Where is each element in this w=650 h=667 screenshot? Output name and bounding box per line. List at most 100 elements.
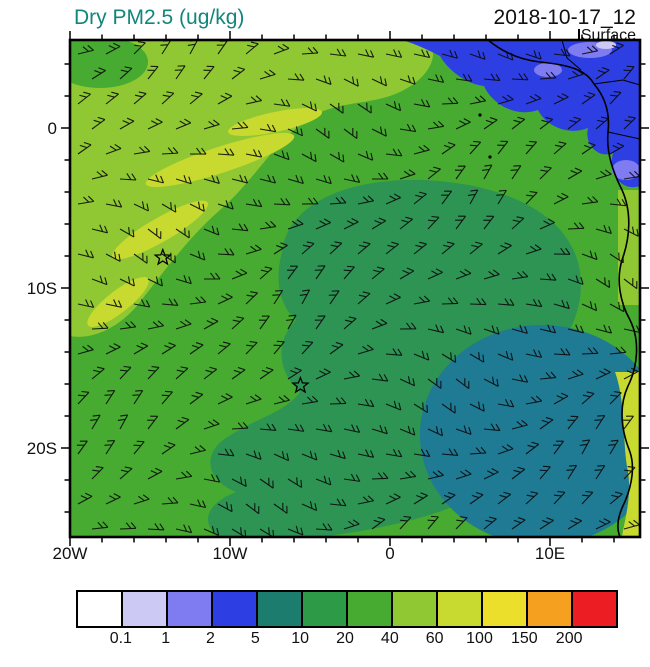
wind-barb bbox=[511, 73, 529, 81]
wind-barb bbox=[119, 66, 133, 80]
wind-barb bbox=[399, 425, 416, 436]
map-frame bbox=[68, 38, 642, 539]
wind-barb bbox=[259, 367, 274, 380]
wind-barb bbox=[413, 448, 431, 457]
wind-barb bbox=[343, 424, 361, 433]
wind-barb bbox=[161, 390, 173, 405]
wind-barb bbox=[467, 189, 479, 205]
colorbar-cell bbox=[303, 592, 348, 626]
wind-barb bbox=[525, 395, 543, 405]
colorbar-cell bbox=[123, 592, 168, 626]
wind-barb bbox=[133, 91, 147, 105]
wind-barb bbox=[259, 174, 277, 184]
wind-barb bbox=[483, 117, 498, 130]
wind-barb bbox=[455, 378, 470, 390]
wind-barb bbox=[301, 450, 318, 461]
wind-barb bbox=[91, 322, 109, 330]
wind-barb bbox=[301, 151, 317, 163]
wind-barb bbox=[245, 95, 262, 105]
wind-barb bbox=[539, 371, 557, 380]
lon-axis-label: 0 bbox=[385, 544, 394, 563]
wind-barb bbox=[147, 467, 163, 480]
colorbar-tick-label: 1 bbox=[161, 630, 171, 647]
wind-barb bbox=[315, 368, 331, 380]
wind-barb bbox=[203, 119, 220, 130]
wind-barb bbox=[343, 316, 357, 330]
wind-barb bbox=[413, 295, 431, 305]
wind-barb bbox=[595, 518, 611, 530]
wind-barb bbox=[455, 118, 471, 130]
wind-barb bbox=[147, 320, 165, 330]
wind-barb bbox=[595, 368, 611, 380]
wind-barb bbox=[427, 426, 444, 437]
wind-barb bbox=[315, 127, 330, 139]
wind-barb bbox=[203, 225, 220, 236]
wind-barb bbox=[147, 174, 165, 184]
wind-barb bbox=[567, 369, 584, 380]
wind-barb bbox=[469, 297, 487, 306]
wind-barb bbox=[245, 394, 262, 405]
wind-barb bbox=[147, 365, 160, 380]
wind-barb bbox=[413, 492, 428, 505]
wind-barb bbox=[539, 71, 557, 80]
wind-barb bbox=[427, 377, 442, 389]
wind-barb bbox=[314, 265, 326, 280]
wind-barb bbox=[104, 390, 116, 405]
wind-barb bbox=[133, 440, 145, 455]
colorbar-cell bbox=[168, 592, 213, 626]
wind-barb bbox=[147, 228, 162, 240]
wind-barb bbox=[329, 397, 347, 405]
wind-barb bbox=[161, 342, 176, 355]
wind-barb bbox=[287, 423, 305, 432]
wind-barb bbox=[217, 92, 233, 105]
wind-barb bbox=[399, 75, 416, 85]
wind-barb bbox=[483, 423, 501, 432]
colorbar-tick-label: 100 bbox=[466, 630, 493, 647]
colorbar-cell bbox=[528, 592, 573, 626]
wind-barb bbox=[581, 142, 596, 155]
wind-barb bbox=[273, 150, 290, 161]
wind-barb bbox=[539, 517, 554, 530]
wind-barb bbox=[259, 220, 277, 230]
colorbar-labels: 0.1 1 2 5 10 20 40 60 100 150 200 bbox=[76, 630, 618, 652]
wind-barb bbox=[245, 503, 260, 515]
wind-barb bbox=[497, 444, 514, 455]
wind-barb bbox=[525, 191, 538, 205]
wind-barb bbox=[427, 470, 444, 480]
wind-barb bbox=[273, 395, 290, 405]
wind-barb bbox=[567, 116, 582, 130]
wind-barb bbox=[119, 365, 132, 380]
wind-barb bbox=[314, 315, 326, 330]
colorbar-cell bbox=[483, 592, 528, 626]
wind-barb bbox=[371, 318, 388, 330]
wind-barb bbox=[301, 241, 315, 255]
wind-barb bbox=[413, 144, 430, 155]
wind-barb bbox=[385, 148, 403, 157]
wind-barb bbox=[481, 164, 493, 180]
wind-barb bbox=[553, 141, 567, 155]
wind-barb bbox=[329, 48, 347, 57]
wind-barb bbox=[77, 344, 94, 355]
wind-barb bbox=[259, 123, 277, 133]
wind-barb bbox=[385, 448, 403, 458]
wind-barb bbox=[511, 324, 528, 334]
wind-barb bbox=[315, 523, 333, 531]
wind-barb bbox=[399, 216, 413, 230]
wind-barb bbox=[315, 423, 333, 433]
wind-barb bbox=[105, 91, 119, 105]
wind-barb bbox=[399, 322, 417, 330]
wind-barb bbox=[259, 423, 277, 431]
wind-barb bbox=[76, 440, 88, 455]
wind-barb bbox=[329, 152, 345, 163]
wind-barb bbox=[91, 275, 108, 286]
wind-barb bbox=[553, 247, 571, 255]
wind-barb bbox=[469, 491, 484, 505]
wind-barb bbox=[525, 298, 543, 308]
wind-barb bbox=[497, 298, 515, 306]
wind-barb bbox=[469, 352, 485, 363]
wind-barb bbox=[301, 46, 319, 55]
wind-barb bbox=[189, 445, 206, 455]
country-borders bbox=[561, 40, 640, 140]
wind-barb bbox=[525, 349, 543, 358]
wind-barb bbox=[119, 173, 137, 181]
